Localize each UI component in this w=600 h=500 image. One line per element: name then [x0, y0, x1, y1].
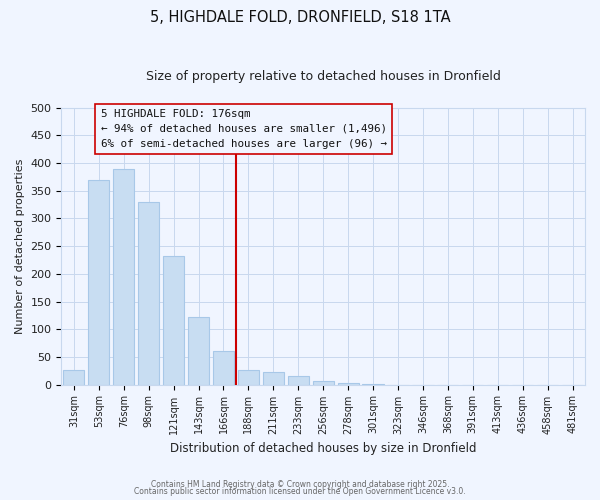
X-axis label: Distribution of detached houses by size in Dronfield: Distribution of detached houses by size …	[170, 442, 476, 455]
Bar	[313, 380, 334, 384]
Bar	[163, 256, 184, 384]
Bar	[238, 370, 259, 384]
Text: Contains public sector information licensed under the Open Government Licence v3: Contains public sector information licen…	[134, 487, 466, 496]
Text: 5 HIGHDALE FOLD: 176sqm
← 94% of detached houses are smaller (1,496)
6% of semi-: 5 HIGHDALE FOLD: 176sqm ← 94% of detache…	[101, 109, 386, 149]
Bar	[263, 372, 284, 384]
Bar	[88, 180, 109, 384]
Text: Contains HM Land Registry data © Crown copyright and database right 2025.: Contains HM Land Registry data © Crown c…	[151, 480, 449, 489]
Bar	[63, 370, 85, 384]
Title: Size of property relative to detached houses in Dronfield: Size of property relative to detached ho…	[146, 70, 500, 83]
Bar	[287, 376, 309, 384]
Bar	[213, 352, 234, 384]
Bar	[188, 317, 209, 384]
Y-axis label: Number of detached properties: Number of detached properties	[15, 158, 25, 334]
Text: 5, HIGHDALE FOLD, DRONFIELD, S18 1TA: 5, HIGHDALE FOLD, DRONFIELD, S18 1TA	[149, 10, 451, 25]
Bar	[113, 168, 134, 384]
Bar	[138, 202, 159, 384]
